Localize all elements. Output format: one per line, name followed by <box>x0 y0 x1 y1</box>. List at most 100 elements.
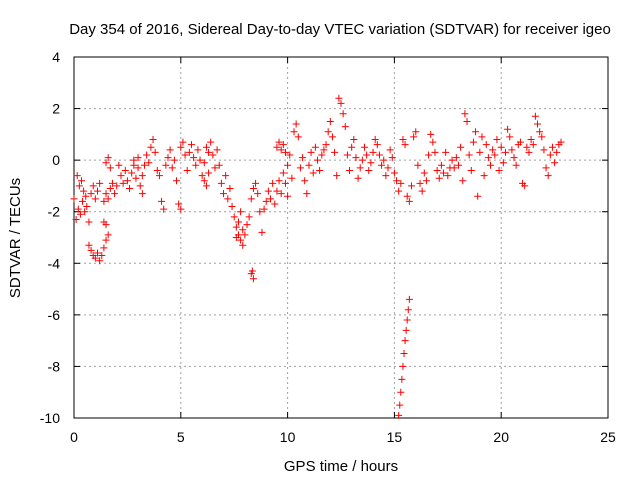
data-point <box>393 177 401 185</box>
data-point <box>405 295 413 303</box>
data-point <box>202 182 210 190</box>
data-point <box>301 177 309 185</box>
data-point <box>77 177 85 185</box>
data-point <box>318 151 326 159</box>
data-point <box>130 156 138 164</box>
data-point <box>290 128 298 136</box>
data-point <box>138 190 146 198</box>
y-tick-label: -2 <box>48 204 61 220</box>
data-point <box>140 161 148 169</box>
data-point <box>367 159 375 167</box>
data-point <box>284 161 292 169</box>
data-point <box>79 197 87 205</box>
y-tick-labels: -10 -8 -6 -4 -2 0 2 4 <box>40 49 60 426</box>
data-point <box>151 148 159 156</box>
data-point <box>429 138 437 146</box>
data-point <box>469 138 477 146</box>
data-point <box>106 164 114 172</box>
data-point <box>198 172 206 180</box>
data-point <box>412 128 420 136</box>
data-point <box>106 185 114 193</box>
data-point <box>399 362 407 370</box>
data-point <box>360 143 368 151</box>
data-point <box>452 154 460 162</box>
data-point <box>275 177 283 185</box>
data-point <box>331 148 339 156</box>
data-point <box>551 159 559 167</box>
data-point <box>401 337 409 345</box>
data-point <box>115 161 123 169</box>
data-point <box>311 143 319 151</box>
data-points <box>70 94 565 419</box>
data-point <box>476 148 484 156</box>
data-point <box>138 172 146 180</box>
data-point <box>341 123 349 131</box>
data-point <box>183 166 191 174</box>
data-point <box>442 148 450 156</box>
data-point <box>463 117 471 125</box>
data-point <box>143 151 151 159</box>
data-point <box>215 161 223 169</box>
data-point <box>76 210 84 218</box>
data-point <box>117 172 125 180</box>
data-point <box>386 146 394 154</box>
data-point <box>527 136 535 144</box>
data-point <box>145 159 153 167</box>
chart-title: Day 354 of 2016, Sidereal Day-to-day VTE… <box>69 21 611 38</box>
data-point <box>493 136 501 144</box>
data-point <box>303 190 311 198</box>
data-point <box>168 164 176 172</box>
data-point <box>365 166 373 174</box>
data-point <box>185 148 193 156</box>
y-tick-label: -6 <box>48 307 61 323</box>
data-point <box>87 190 95 198</box>
data-point <box>96 257 104 265</box>
data-point <box>194 146 202 154</box>
data-point <box>422 177 430 185</box>
data-point <box>457 143 465 151</box>
data-point <box>85 241 93 249</box>
data-point <box>474 192 482 200</box>
data-point <box>277 146 285 154</box>
x-tick-label: 10 <box>280 429 296 445</box>
data-point <box>211 164 219 172</box>
data-point <box>104 154 112 162</box>
data-point <box>213 146 221 154</box>
data-point <box>448 156 456 164</box>
x-tick-label: 15 <box>387 429 403 445</box>
data-point <box>534 120 542 128</box>
data-point <box>269 179 277 187</box>
y-tick-label: -10 <box>40 410 60 426</box>
data-point <box>75 182 83 190</box>
data-point <box>277 190 285 198</box>
data-point <box>363 151 371 159</box>
data-point <box>104 195 112 203</box>
data-point <box>224 195 232 203</box>
data-point <box>437 161 445 169</box>
data-point <box>192 161 200 169</box>
data-point <box>521 182 529 190</box>
data-point <box>482 141 490 149</box>
data-point <box>258 228 266 236</box>
data-point <box>121 166 129 174</box>
data-point <box>501 148 509 156</box>
data-point <box>123 177 131 185</box>
data-point <box>395 187 403 195</box>
data-point <box>478 133 486 141</box>
data-point <box>249 185 257 193</box>
data-point <box>264 187 272 195</box>
data-point <box>420 169 428 177</box>
data-point <box>181 151 189 159</box>
data-point <box>202 143 210 151</box>
data-point <box>516 138 524 146</box>
y-tick-label: -4 <box>48 255 61 271</box>
data-point <box>489 146 497 154</box>
data-point <box>173 177 181 185</box>
data-point <box>187 141 195 149</box>
data-point <box>164 154 172 162</box>
data-point <box>205 148 213 156</box>
data-point <box>209 151 217 159</box>
data-point <box>153 166 161 174</box>
data-point <box>230 213 238 221</box>
